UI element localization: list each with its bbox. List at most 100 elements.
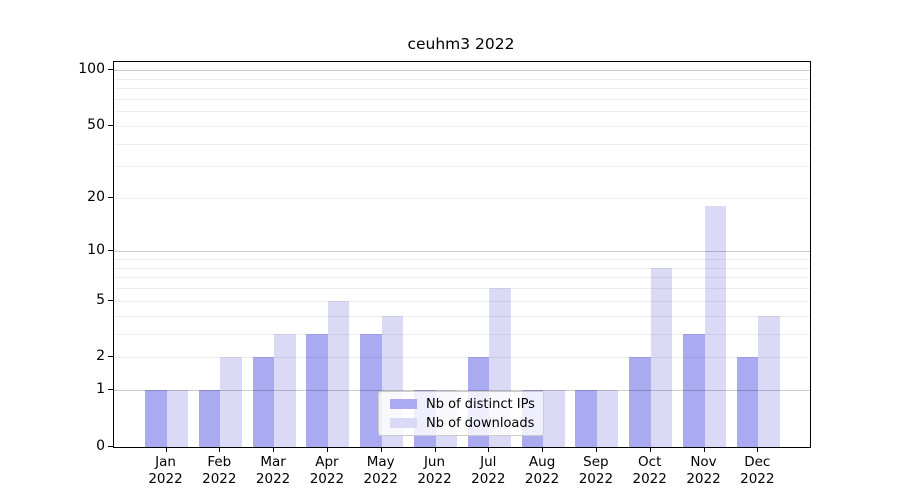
x-tick-label: Dec 2022 [725,454,789,488]
x-tick-mark [219,447,221,452]
x-tick-mark [380,447,382,452]
plot-area [113,61,811,448]
bar-downloads [166,390,188,447]
bar-distinct-ips [629,357,651,447]
gridline-minor [114,78,810,80]
bar-downloads [758,315,780,447]
x-tick-month: May [366,454,395,470]
legend-label: Nb of downloads [426,415,535,431]
gridline-minor [114,198,810,200]
x-tick-label: Sep 2022 [564,454,628,488]
y-tick-label: 1 [96,381,105,398]
x-tick-year: 2022 [686,471,721,487]
y-tick-label: 100 [78,61,105,77]
y-tick-mark [108,124,113,126]
gridline-major [114,70,810,71]
x-tick-year: 2022 [309,471,345,487]
gridline-minor [114,288,810,290]
y-tick-label: 0 [96,438,105,454]
bar-downloads [274,333,296,447]
bar-downloads [327,300,350,447]
x-tick-year: 2022 [255,471,291,487]
y-tick-mark [108,356,113,358]
x-tick-label: Feb 2022 [187,454,251,488]
gridline-minor [114,98,810,100]
x-tick-label: May 2022 [349,454,413,488]
legend-swatch [390,418,417,428]
y-tick-label: 2 [96,348,105,365]
x-tick-mark [434,447,436,452]
gridline-minor [114,267,810,269]
gridline-minor [114,357,810,359]
gridline-minor [114,258,810,260]
x-tick-year: 2022 [471,471,506,487]
x-tick-mark [703,447,705,452]
legend-label: Nb of distinct IPs [426,396,535,412]
x-tick-label: Apr 2022 [295,454,359,488]
x-tick-year: 2022 [202,471,237,487]
y-tick-mark [108,389,113,391]
legend-row: Nb of distinct IPs [379,396,543,412]
bar-downloads [596,390,619,447]
x-tick-month: Nov [690,454,717,470]
gridline-minor [114,125,810,127]
gridline-minor [114,143,810,145]
bar-distinct-ips [145,390,167,447]
y-tick-mark [108,446,113,447]
gridline-major [114,390,810,392]
gridline-minor [114,277,810,279]
bar-downloads [650,267,673,447]
x-tick-month: Feb [207,454,232,470]
legend-row: Nb of downloads [379,415,543,431]
x-tick-year: 2022 [740,471,775,487]
gridline-minor [114,315,810,317]
x-tick-year: 2022 [417,471,452,487]
x-tick-year: 2022 [363,471,398,487]
x-tick-month: Oct [638,454,662,470]
legend-swatch [390,399,417,409]
y-tick-label: 10 [87,242,105,259]
x-tick-label: Mar 2022 [241,454,305,488]
y-tick-mark [108,69,113,70]
bar-distinct-ips [360,333,382,447]
bar-distinct-ips [252,357,275,447]
x-tick-year: 2022 [632,471,667,487]
x-tick-year: 2022 [524,471,560,487]
y-tick-mark [108,299,113,301]
x-tick-label: Aug 2022 [510,454,574,488]
x-tick-mark [165,447,167,452]
x-tick-mark [326,447,328,452]
y-tick-label: 50 [87,116,105,133]
x-tick-label: Nov 2022 [672,454,736,488]
gridline-minor [114,300,810,302]
x-tick-label: Jun 2022 [403,454,467,488]
bar-distinct-ips [736,357,759,447]
bar-downloads [704,206,726,447]
legend: Nb of distinct IPs Nb of downloads [378,391,544,436]
x-tick-label: Jul 2022 [456,454,520,488]
x-tick-month: Jun [423,454,446,470]
gridline-minor [114,166,810,168]
bar-downloads [220,357,242,447]
x-tick-month: Dec [744,454,771,470]
y-tick-mark [108,197,113,199]
x-tick-mark [757,447,759,452]
bar-distinct-ips [575,390,597,447]
gridline-minor [114,333,810,335]
x-tick-mark [488,447,490,452]
bar-distinct-ips [683,333,705,447]
gridline-minor [114,111,810,113]
gridline-major [114,251,810,253]
y-tick-label: 5 [96,291,105,308]
x-tick-mark [649,447,651,452]
chart-title: ceuhm3 2022 [407,35,515,53]
x-tick-month: Mar [260,454,286,470]
bar-downloads [543,390,565,447]
x-tick-year: 2022 [148,471,183,487]
x-tick-mark [273,447,275,452]
x-tick-label: Oct 2022 [618,454,682,488]
x-tick-month: Jan [155,454,176,470]
gridlines-layer [114,62,810,447]
x-tick-mark [542,447,544,452]
x-tick-year: 2022 [578,471,614,487]
